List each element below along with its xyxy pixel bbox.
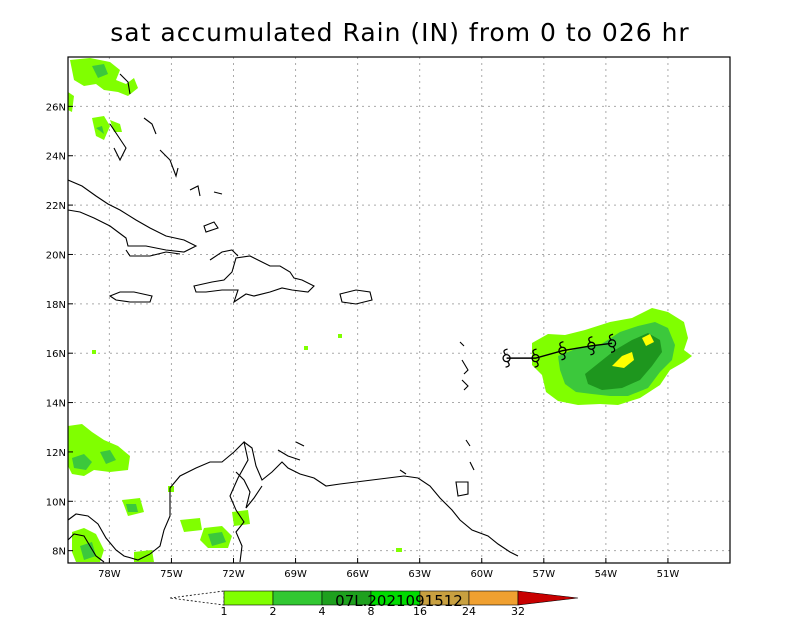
lon-tick-label: 78W [98,569,121,580]
coast-bahamas-1 [143,117,157,135]
colorbar-over-triangle [517,590,579,606]
plot-area [68,57,730,563]
coast-central-america [68,513,151,561]
colorbar-segment [468,590,519,606]
colorbar-segment [223,590,274,606]
coast-margarita [399,469,407,475]
lon-tick-label: 54W [595,569,618,580]
lat-tick-label: 16N [46,349,66,360]
colorbar-level-label: 32 [511,605,525,618]
coast-aruba [277,449,301,461]
lat-tick-label: 20N [46,250,66,261]
hurricane-symbol-icon [558,341,567,361]
colorbar-level-label: 2 [270,605,277,618]
colorbar-level-label: 8 [368,605,375,618]
coast-trinidad [455,481,469,497]
rain-area-colombia-3 [180,518,202,532]
coast-antilles-1 [459,341,465,347]
hurricane-symbol-icon [502,348,511,368]
colorbar-level-label: 24 [462,605,476,618]
rain-area-colombia-2-core [126,504,138,512]
storm-track-label: 07L.2021091512 [335,592,463,610]
coast-venezuela-gulf [235,471,263,509]
storm-track-line [506,342,613,359]
coast-maracaibo [243,441,519,557]
map-title: sat accumulated Rain (IN) from 0 to 026 … [110,18,690,47]
rain-shading [68,58,692,562]
lon-tick-label: 51W [657,569,680,580]
storm-track [502,333,617,368]
coast-antilles-3 [461,379,469,391]
lon-tick-label: 72W [222,569,245,580]
colorbar: 1 2 4 8 16 24 32 [169,590,579,618]
rain-area-bahamas-2-core [96,126,104,134]
coast-jamaica [108,291,153,303]
rain-area-speck-3 [338,334,342,338]
coast-panama-south [68,533,105,563]
lat-tick-label: 8N [52,547,66,558]
coast-bahamas-2 [109,123,127,162]
lat-tick-label: 22N [46,201,66,212]
rain-area-florida-edge [68,92,74,112]
colorbar-level-label: 4 [319,605,326,618]
lon-tick-label: 60W [470,569,493,580]
colorbar-segment [272,590,323,606]
coastlines [68,73,519,563]
lon-tick-label: 66W [346,569,369,580]
rain-area-bahamas [70,58,138,96]
colorbar-under-triangle [169,590,225,606]
coast-antilles-5 [469,461,475,471]
rain-area-speck-5 [396,548,402,552]
lon-tick-label: 69W [284,569,307,580]
rain-area-speck-1 [92,350,96,354]
rain-area-speck-2 [304,346,308,350]
coast-bahamas-4 [189,185,201,197]
lat-tick-label: 12N [46,448,66,459]
coast-south-america [149,440,249,563]
lat-tick-label: 24N [46,152,66,163]
coast-hispaniola-nw [209,249,239,261]
coast-islands-north [295,441,305,447]
coast-florida [68,179,198,253]
rain-area-storm-max-2 [642,334,654,346]
lon-tick-label: 63W [408,569,431,580]
colorbar-level-label: 16 [413,605,427,618]
coast-antilles-4 [465,439,471,447]
coast-bahamas-3 [159,149,179,178]
rain-area-storm-max-1 [612,352,634,368]
rain-area-bahamas-core [92,64,108,78]
coast-bahamas-6 [119,73,131,95]
lat-tick-label: 26N [46,102,66,113]
hurricane-symbol-icon [607,333,617,353]
axis-ticks: 78W 75W 72W 69W 66W 63W 60W 57W 54W 51W 8N 10N 12N 14… [46,102,680,580]
coast-antilles-2 [461,359,469,375]
coast-bahamas-5 [213,191,223,195]
coast-hispaniola [193,255,315,304]
lon-tick-label: 57W [533,569,556,580]
lat-tick-label: 14N [46,399,66,410]
coast-turks [203,221,219,233]
rain-area-nicaragua-core-2 [100,450,116,464]
lat-tick-label: 10N [46,497,66,508]
rain-area-panama-core [80,542,96,560]
lon-tick-label: 75W [160,569,183,580]
lat-tick-label: 18N [46,300,66,311]
rain-area-colombia-1-core [208,532,226,546]
hurricane-symbol-icon [587,336,596,356]
hurricane-symbol-icon [531,348,540,368]
coast-puerto-rico [339,289,373,305]
colorbar-level-label: 1 [221,605,228,618]
map-frame [67,56,731,564]
rain-area-nicaragua-core [72,454,92,470]
coast-cuba-south [125,249,181,257]
